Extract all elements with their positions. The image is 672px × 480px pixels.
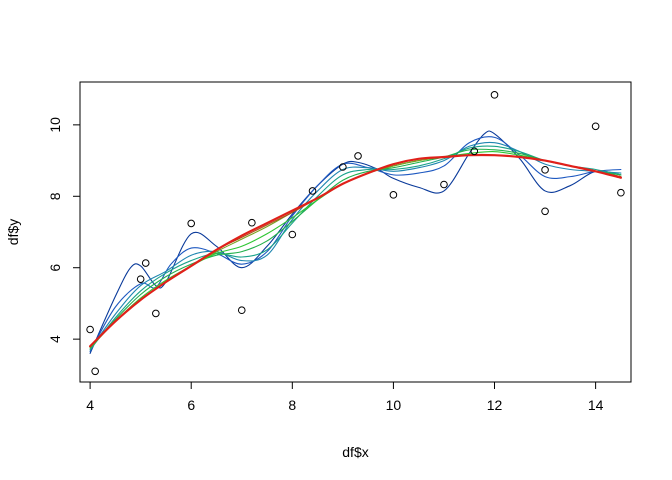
data-point xyxy=(91,367,99,376)
data-point xyxy=(440,180,448,189)
data-point xyxy=(86,325,94,334)
y-tick-label: 6 xyxy=(47,264,63,272)
points-layer xyxy=(86,91,625,376)
series-layer xyxy=(89,130,622,354)
y-tick-label: 8 xyxy=(47,192,63,200)
data-point xyxy=(617,188,625,197)
data-point xyxy=(237,306,246,315)
data-point xyxy=(541,166,549,174)
x-axis-title: df$x xyxy=(342,444,368,460)
data-point xyxy=(248,218,256,227)
smooth-line-9 xyxy=(89,153,622,348)
data-point xyxy=(389,191,398,199)
data-point xyxy=(136,275,145,283)
data-point xyxy=(308,187,317,195)
data-point xyxy=(470,147,479,156)
x-tick-label: 12 xyxy=(487,397,503,413)
data-point xyxy=(288,230,297,239)
x-tick-label: 10 xyxy=(386,397,402,413)
x-tick-label: 4 xyxy=(86,397,94,413)
x-tick-label: 14 xyxy=(588,397,604,413)
data-point xyxy=(339,163,347,171)
data-point xyxy=(141,259,150,267)
y-axis-title: df$y xyxy=(5,219,21,245)
y-tick-label: 4 xyxy=(47,335,63,343)
data-point xyxy=(354,152,362,160)
y-axis: 4 6 8 10 xyxy=(47,117,81,343)
x-tick-label: 6 xyxy=(187,397,195,413)
data-point xyxy=(152,309,160,318)
x-tick-label: 8 xyxy=(288,397,296,413)
data-point xyxy=(187,219,196,228)
smooth-line-4 xyxy=(89,145,622,351)
x-axis: 4 6 8 10 12 14 xyxy=(86,381,604,413)
data-point xyxy=(591,122,600,131)
y-tick-label: 10 xyxy=(47,117,63,133)
smooth-line-5 xyxy=(89,148,622,349)
data-point xyxy=(541,207,549,216)
data-point xyxy=(490,91,499,99)
